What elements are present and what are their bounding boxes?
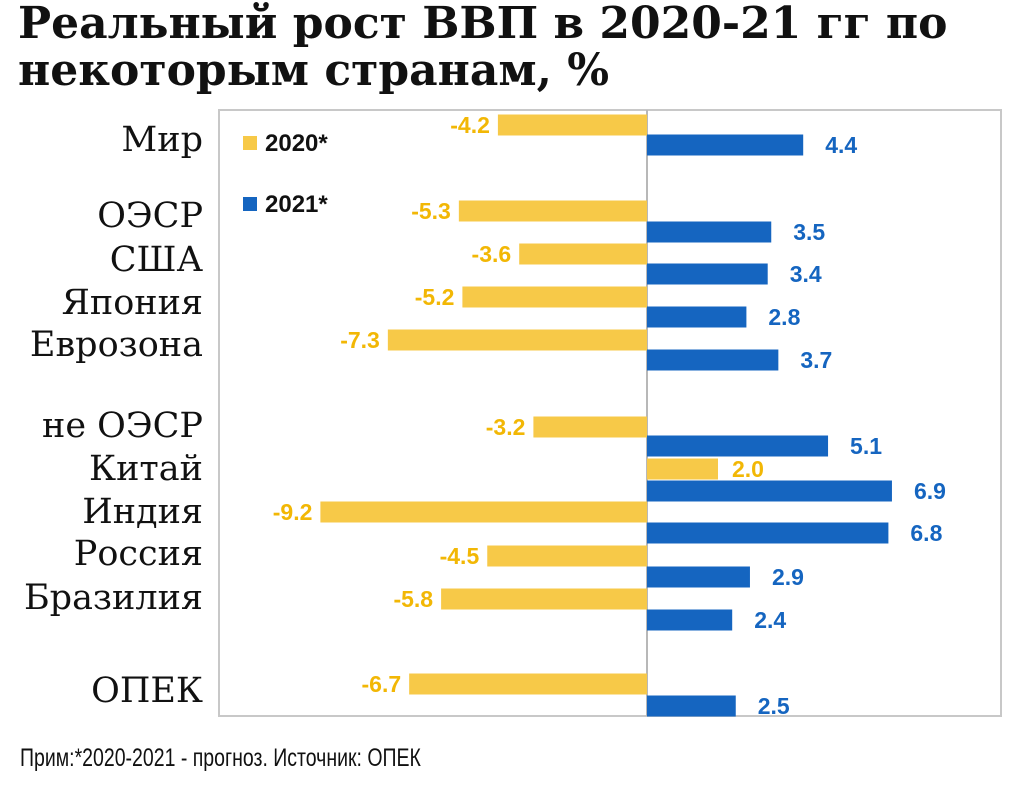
data-label-2021: 6.9 bbox=[914, 478, 946, 504]
data-label-2021: 4.4 bbox=[825, 132, 857, 158]
category-label: ОПЕК bbox=[91, 671, 203, 711]
category-label: США bbox=[110, 240, 204, 280]
data-label-2020: -4.2 bbox=[450, 112, 490, 138]
category-label: Россия bbox=[74, 534, 203, 574]
bar-2020 bbox=[497, 114, 647, 136]
footnote: Прим:*2020-2021 - прогноз. Источник: ОПЕ… bbox=[20, 744, 421, 772]
bar-2020 bbox=[462, 286, 647, 308]
data-label-2021: 5.1 bbox=[850, 433, 882, 459]
data-label-2020: -5.2 bbox=[415, 284, 455, 310]
legend-swatch-2020 bbox=[243, 136, 257, 150]
chart-title: Реальный рост ВВП в 2020-21 гг по некото… bbox=[18, 0, 1008, 94]
bar-2021 bbox=[647, 480, 892, 502]
data-label-2021: 2.4 bbox=[754, 607, 786, 633]
data-label-2021: 2.5 bbox=[758, 693, 790, 719]
data-label-2020: -3.2 bbox=[486, 414, 526, 440]
bar-2021 bbox=[647, 134, 804, 156]
bar-2020 bbox=[387, 329, 647, 351]
bar-2021 bbox=[647, 566, 750, 588]
bar-2021 bbox=[647, 306, 747, 328]
data-label-2020: -4.5 bbox=[440, 543, 480, 569]
bar-2020 bbox=[487, 545, 647, 567]
data-label-2020: -3.6 bbox=[472, 241, 512, 267]
bar-2020 bbox=[409, 673, 647, 695]
data-label-2020: -9.2 bbox=[273, 499, 313, 525]
legend-label-2020: 2020* bbox=[265, 130, 328, 157]
data-label-2021: 2.9 bbox=[772, 564, 804, 590]
data-label-2021: 3.7 bbox=[800, 347, 832, 373]
bar-2021 bbox=[647, 349, 779, 371]
data-label-2020: -5.3 bbox=[411, 198, 451, 224]
chart-title-line-1: Реальный рост ВВП в 2020-21 гг по bbox=[18, 0, 948, 49]
data-label-2021: 2.8 bbox=[768, 304, 800, 330]
bar-2021 bbox=[647, 695, 736, 717]
bar-2021 bbox=[647, 221, 772, 243]
bar-2021 bbox=[647, 609, 733, 631]
legend-label-2021: 2021* bbox=[265, 191, 328, 218]
category-label: ОЭСР bbox=[97, 196, 203, 236]
legend-swatch-2021 bbox=[243, 197, 257, 211]
data-label-2021: 3.4 bbox=[790, 261, 822, 287]
data-label-2021: 6.8 bbox=[910, 520, 942, 546]
data-label-2020: -5.8 bbox=[393, 586, 433, 612]
category-label: Китай bbox=[89, 449, 203, 489]
data-label-2021: 3.5 bbox=[793, 219, 825, 245]
category-label: Япония bbox=[62, 283, 203, 323]
bar-2020 bbox=[441, 588, 647, 610]
bar-2020 bbox=[533, 416, 647, 438]
bar-2021 bbox=[647, 435, 829, 457]
bar-2020 bbox=[458, 200, 647, 222]
bar-2021 bbox=[647, 263, 768, 285]
category-label: не ОЭСР bbox=[42, 406, 203, 446]
chart-title-line-2: некоторым странам, % bbox=[18, 45, 610, 96]
bar-2020 bbox=[647, 458, 718, 480]
category-label: Бразилия bbox=[24, 578, 203, 618]
data-label-2020: -6.7 bbox=[362, 671, 402, 697]
bar-2020 bbox=[519, 243, 647, 265]
category-label: Мир bbox=[121, 120, 203, 160]
category-label: Индия bbox=[82, 492, 203, 532]
category-label: Еврозона bbox=[30, 325, 203, 365]
bar-2021 bbox=[647, 522, 889, 544]
plot-frame bbox=[218, 109, 1002, 717]
bar-2020 bbox=[320, 501, 647, 523]
data-label-2020: 2.0 bbox=[732, 456, 764, 482]
data-label-2020: -7.3 bbox=[340, 327, 380, 353]
